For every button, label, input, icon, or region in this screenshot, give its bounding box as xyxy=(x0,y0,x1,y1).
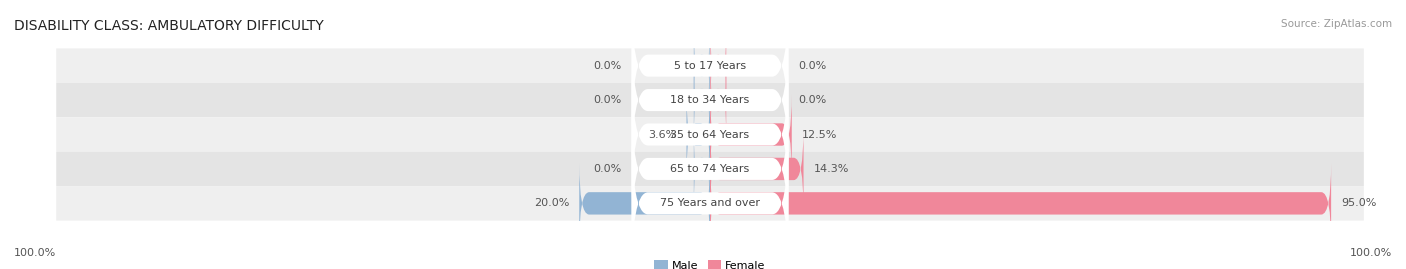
Text: 12.5%: 12.5% xyxy=(801,129,837,140)
Text: 65 to 74 Years: 65 to 74 Years xyxy=(671,164,749,174)
FancyBboxPatch shape xyxy=(710,60,727,140)
FancyBboxPatch shape xyxy=(631,0,789,141)
Text: DISABILITY CLASS: AMBULATORY DIFFICULTY: DISABILITY CLASS: AMBULATORY DIFFICULTY xyxy=(14,19,323,33)
FancyBboxPatch shape xyxy=(56,117,1364,152)
FancyBboxPatch shape xyxy=(56,48,1364,83)
FancyBboxPatch shape xyxy=(631,59,789,210)
FancyBboxPatch shape xyxy=(710,163,1331,244)
Text: 100.0%: 100.0% xyxy=(14,248,56,258)
Text: 0.0%: 0.0% xyxy=(593,95,621,105)
FancyBboxPatch shape xyxy=(56,186,1364,221)
Text: 35 to 64 Years: 35 to 64 Years xyxy=(671,129,749,140)
FancyBboxPatch shape xyxy=(710,25,727,106)
Text: 14.3%: 14.3% xyxy=(813,164,849,174)
FancyBboxPatch shape xyxy=(693,60,710,140)
Text: 100.0%: 100.0% xyxy=(1350,248,1392,258)
FancyBboxPatch shape xyxy=(631,25,789,175)
FancyBboxPatch shape xyxy=(710,129,803,209)
Text: Source: ZipAtlas.com: Source: ZipAtlas.com xyxy=(1281,19,1392,29)
Text: 5 to 17 Years: 5 to 17 Years xyxy=(673,61,747,71)
Text: 18 to 34 Years: 18 to 34 Years xyxy=(671,95,749,105)
FancyBboxPatch shape xyxy=(686,94,710,175)
Text: 3.6%: 3.6% xyxy=(648,129,676,140)
FancyBboxPatch shape xyxy=(579,163,710,244)
FancyBboxPatch shape xyxy=(631,94,789,244)
FancyBboxPatch shape xyxy=(631,128,789,269)
Text: 95.0%: 95.0% xyxy=(1341,198,1376,208)
Text: 0.0%: 0.0% xyxy=(799,95,827,105)
Text: 75 Years and over: 75 Years and over xyxy=(659,198,761,208)
Text: 0.0%: 0.0% xyxy=(593,164,621,174)
Text: 0.0%: 0.0% xyxy=(799,61,827,71)
Legend: Male, Female: Male, Female xyxy=(650,256,770,269)
FancyBboxPatch shape xyxy=(56,83,1364,117)
FancyBboxPatch shape xyxy=(56,152,1364,186)
FancyBboxPatch shape xyxy=(693,129,710,209)
Text: 20.0%: 20.0% xyxy=(534,198,569,208)
FancyBboxPatch shape xyxy=(710,94,792,175)
Text: 0.0%: 0.0% xyxy=(593,61,621,71)
FancyBboxPatch shape xyxy=(693,25,710,106)
